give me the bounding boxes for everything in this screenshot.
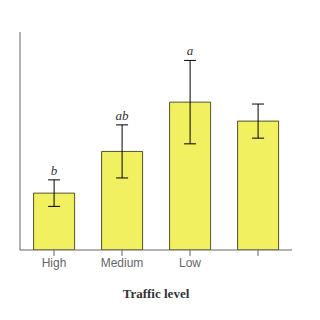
svg-text:b: b — [51, 163, 58, 178]
svg-text:Medium: Medium — [101, 256, 144, 270]
svg-text:a: a — [187, 43, 194, 58]
svg-text:Low: Low — [179, 256, 201, 270]
svg-text:High: High — [42, 256, 67, 270]
svg-text:ab: ab — [116, 108, 130, 123]
svg-text:Traffic level: Traffic level — [123, 286, 190, 301]
